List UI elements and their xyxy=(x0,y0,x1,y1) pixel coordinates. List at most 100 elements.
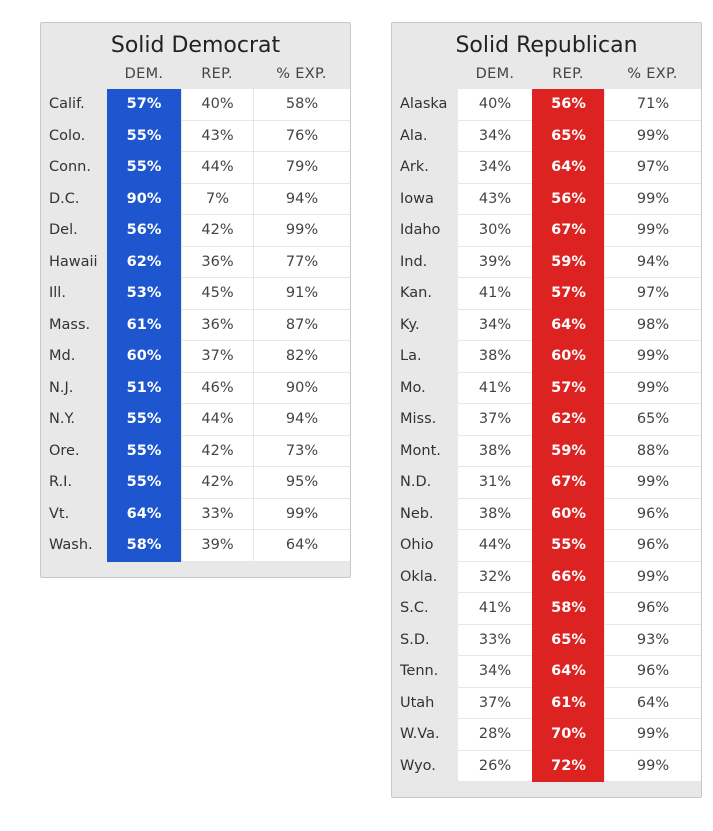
rep-cell: 44% xyxy=(181,404,253,436)
exp-cell: 99% xyxy=(604,183,701,215)
exp-cell: 99% xyxy=(604,341,701,373)
table-row: Colo. 55% 43% 76% xyxy=(41,120,350,152)
state-cell: N.D. xyxy=(392,467,458,499)
state-cell: W.Va. xyxy=(392,719,458,751)
rep-column-header: REP. xyxy=(201,66,233,82)
state-column-header xyxy=(41,61,107,89)
table-row: Wash. 58% 39% 64% xyxy=(41,530,350,562)
table-row: N.D. 31% 67% 99% xyxy=(392,467,701,499)
exp-cell: 77% xyxy=(253,246,350,278)
dem-cell: 64% xyxy=(107,498,181,530)
dem-cell: 90% xyxy=(107,183,181,215)
exp-cell: 88% xyxy=(604,435,701,467)
rep-cell: 60% xyxy=(532,498,604,530)
table-row: Conn. 55% 44% 79% xyxy=(41,152,350,184)
exp-cell: 96% xyxy=(604,593,701,625)
exp-cell: 99% xyxy=(253,498,350,530)
table-row: Alaska 40% 56% 71% xyxy=(392,89,701,121)
table-row: Wyo. 26% 72% 99% xyxy=(392,750,701,782)
state-cell: Ky. xyxy=(392,309,458,341)
table-row: Okla. 32% 66% 99% xyxy=(392,561,701,593)
dem-column-header: DEM. xyxy=(124,66,164,82)
exp-cell: 97% xyxy=(604,278,701,310)
table-row: Vt. 64% 33% 99% xyxy=(41,498,350,530)
rep-cell: 39% xyxy=(181,530,253,562)
table-row: La. 38% 60% 99% xyxy=(392,341,701,373)
dem-column-header: DEM. xyxy=(475,66,515,82)
table-row: Del. 56% 42% 99% xyxy=(41,215,350,247)
dem-cell: 41% xyxy=(458,372,532,404)
exp-cell: 99% xyxy=(604,120,701,152)
table-row: Idaho 30% 67% 99% xyxy=(392,215,701,247)
state-cell: Ore. xyxy=(41,435,107,467)
dem-cell: 44% xyxy=(458,530,532,562)
dem-cell: 32% xyxy=(458,561,532,593)
state-cell: Ill. xyxy=(41,278,107,310)
exp-cell: 99% xyxy=(604,372,701,404)
dem-cell: 28% xyxy=(458,719,532,751)
state-cell: N.Y. xyxy=(41,404,107,436)
rep-cell: 40% xyxy=(181,89,253,121)
state-cell: Conn. xyxy=(41,152,107,184)
dem-cell: 53% xyxy=(107,278,181,310)
table-row: Ohio 44% 55% 96% xyxy=(392,530,701,562)
rep-cell: 42% xyxy=(181,435,253,467)
exp-cell: 90% xyxy=(253,372,350,404)
rep-cell: 42% xyxy=(181,467,253,499)
table-row: Mo. 41% 57% 99% xyxy=(392,372,701,404)
exp-cell: 99% xyxy=(604,719,701,751)
dem-cell: 55% xyxy=(107,467,181,499)
dem-cell: 34% xyxy=(458,152,532,184)
dem-cell: 37% xyxy=(458,687,532,719)
rep-cell: 70% xyxy=(532,719,604,751)
state-cell: La. xyxy=(392,341,458,373)
exp-cell: 96% xyxy=(604,530,701,562)
exp-column-header: % EXP. xyxy=(627,66,678,82)
rep-cell: 72% xyxy=(532,750,604,782)
exp-cell: 94% xyxy=(253,404,350,436)
rep-cell: 44% xyxy=(181,152,253,184)
state-cell: Colo. xyxy=(41,120,107,152)
table-row: Kan. 41% 57% 97% xyxy=(392,278,701,310)
state-cell: Ala. xyxy=(392,120,458,152)
dem-cell: 34% xyxy=(458,120,532,152)
rep-cell: 57% xyxy=(532,372,604,404)
state-cell: Hawaii xyxy=(41,246,107,278)
state-cell: D.C. xyxy=(41,183,107,215)
state-cell: Vt. xyxy=(41,498,107,530)
dem-cell: 38% xyxy=(458,435,532,467)
exp-cell: 76% xyxy=(253,120,350,152)
exp-cell: 64% xyxy=(604,687,701,719)
rep-cell: 60% xyxy=(532,341,604,373)
dem-cell: 57% xyxy=(107,89,181,121)
exp-cell: 91% xyxy=(253,278,350,310)
exp-cell: 99% xyxy=(604,467,701,499)
state-cell: Okla. xyxy=(392,561,458,593)
table-title: Solid Democrat xyxy=(110,33,281,58)
table-row: Tenn. 34% 64% 96% xyxy=(392,656,701,688)
dem-cell: 26% xyxy=(458,750,532,782)
rep-cell: 33% xyxy=(181,498,253,530)
exp-cell: 98% xyxy=(604,309,701,341)
dem-cell: 31% xyxy=(458,467,532,499)
state-column-header xyxy=(392,61,458,89)
exp-cell: 99% xyxy=(253,215,350,247)
table-row: S.C. 41% 58% 96% xyxy=(392,593,701,625)
state-cell: Del. xyxy=(41,215,107,247)
table-row: Hawaii 62% 36% 77% xyxy=(41,246,350,278)
table-row: Ala. 34% 65% 99% xyxy=(392,120,701,152)
table-row: Ky. 34% 64% 98% xyxy=(392,309,701,341)
state-cell: Alaska xyxy=(392,89,458,121)
column-headers: DEM. REP. % EXP. xyxy=(392,61,701,89)
rep-cell: 42% xyxy=(181,215,253,247)
column-headers: DEM. REP. % EXP. xyxy=(41,61,350,89)
state-cell: S.C. xyxy=(392,593,458,625)
table-row: Ark. 34% 64% 97% xyxy=(392,152,701,184)
dem-cell: 30% xyxy=(458,215,532,247)
exp-cell: 95% xyxy=(253,467,350,499)
state-cell: Calif. xyxy=(41,89,107,121)
solid-democrat-table: Solid Democrat DEM. REP. % EXP. Calif. 57… xyxy=(40,22,351,578)
state-cell: N.J. xyxy=(41,372,107,404)
dem-cell: 58% xyxy=(107,530,181,562)
state-cell: Miss. xyxy=(392,404,458,436)
